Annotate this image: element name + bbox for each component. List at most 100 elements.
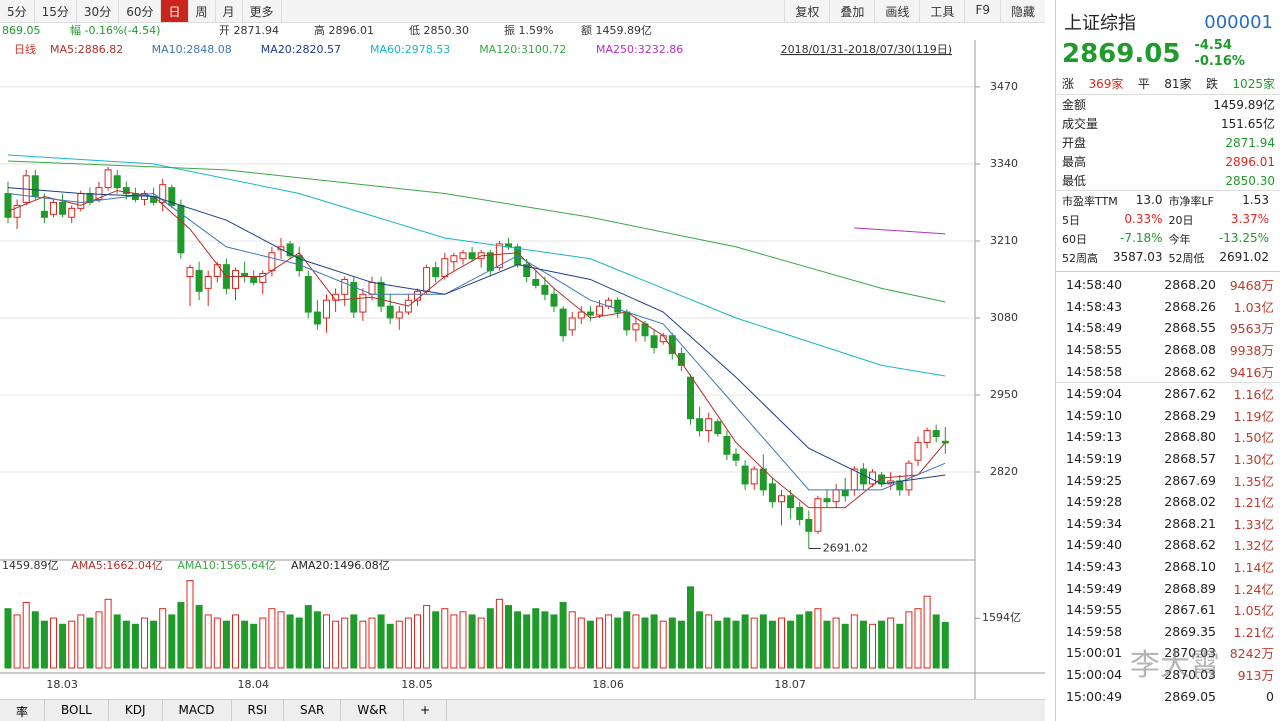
candle-body	[204, 276, 212, 289]
tool-button[interactable]: F9	[964, 0, 1000, 22]
candle-body	[814, 498, 822, 532]
trade-cell: 1.24亿	[1233, 581, 1274, 597]
volume-bar	[423, 605, 431, 669]
candle-body	[304, 276, 312, 313]
breadth-item: 跌	[1205, 76, 1218, 91]
volume-bar	[477, 617, 485, 669]
trade-cell: 2867.61	[1164, 602, 1216, 618]
label: 市净率LF	[1168, 194, 1214, 208]
volume-bar	[805, 611, 813, 669]
tool-button[interactable]: 复权	[784, 0, 829, 22]
candle-body	[732, 453, 740, 461]
period-button[interactable]: 5分	[0, 0, 35, 22]
candle-body	[268, 252, 276, 272]
candle-body	[705, 418, 713, 432]
trade-cell: 9563万	[1229, 321, 1274, 337]
tab[interactable]: RSI	[232, 700, 284, 721]
trade-row: 14:59:55 2867.61 1.05亿	[1056, 599, 1280, 621]
tab[interactable]: W&R	[341, 700, 404, 721]
candle-body	[778, 495, 785, 503]
cell: 5日 0.33%	[1062, 212, 1169, 228]
volume-bar	[823, 620, 831, 669]
trade-list: 14:58:40 2868.20 9468万 14:58:43 2868.26 1.03亿…	[1056, 271, 1280, 707]
volume-bar	[195, 605, 203, 669]
trade-row: 14:59:25 2867.69 1.35亿	[1056, 469, 1280, 491]
candle-body	[213, 264, 221, 278]
period-button[interactable]: 更多	[243, 0, 282, 22]
trade-cell: 2869.35	[1164, 623, 1216, 639]
volume-bar	[350, 614, 358, 669]
tools: 复权 叠加 画线 工具 F9 隐藏	[784, 0, 1045, 22]
trade-cell: 1.50亿	[1233, 430, 1274, 446]
candle-body	[796, 507, 804, 520]
period-button[interactable]: 30分	[77, 0, 120, 22]
candle-body	[395, 311, 403, 319]
volume-bar	[759, 614, 767, 669]
info-item: 幅 -0.16%(-4.54)	[70, 24, 160, 37]
volume-bar	[86, 617, 94, 669]
y-tick-label: 3340	[990, 157, 1018, 170]
watermark: 李大霄	[1130, 648, 1220, 683]
trade-cell: 913万	[1237, 667, 1274, 683]
candle-body	[741, 465, 749, 485]
period-button[interactable]: 月	[216, 0, 243, 22]
volume-bar	[623, 611, 631, 669]
volume-legend: AMA5:1662.04亿	[71, 559, 163, 572]
tool-button[interactable]: 画线	[874, 0, 919, 22]
quote-panel: 上证综指 000001 2869.05 -4.54 -0.16% 涨 369家平 81家跌 10…	[1055, 0, 1280, 721]
candle-body	[541, 284, 549, 295]
volume-bar	[850, 614, 858, 669]
volume-bar	[31, 611, 39, 669]
volume-bar	[596, 617, 603, 669]
volume-bar	[878, 620, 886, 669]
cell: 20日 3.37%	[1169, 212, 1276, 228]
value: -7.18%	[1120, 230, 1163, 245]
tab[interactable]: BOLL	[45, 700, 109, 721]
candle-body	[232, 270, 239, 289]
candle-body	[95, 187, 103, 200]
candle-body	[368, 281, 376, 295]
trade-cell: 9468万	[1229, 278, 1274, 294]
quote-pair: 市盈率TTM 13.0 市净率LF 1.53	[1056, 190, 1280, 210]
volume-bar	[505, 605, 512, 669]
candle-body	[823, 498, 831, 503]
volume-bar	[122, 620, 130, 669]
trade-cell: 2868.29	[1164, 407, 1216, 423]
trade-row: 14:59:34 2868.21 1.33亿	[1056, 513, 1280, 535]
volume-bar	[323, 614, 330, 669]
trade-row: 14:58:43 2868.26 1.03亿	[1056, 296, 1280, 318]
x-tick-label: 18.06	[592, 678, 624, 691]
trade-cell: 2870.03	[1164, 645, 1216, 661]
quote-pair: 60日 -7.18% 今年 -13.25%	[1056, 229, 1280, 248]
tab[interactable]: 率	[0, 700, 46, 721]
period-button[interactable]: 60分	[119, 0, 162, 22]
volume-bar	[222, 620, 230, 669]
volume-bar	[159, 608, 167, 669]
quote-row: 最低 2850.30	[1056, 171, 1280, 190]
tool-button[interactable]: 叠加	[829, 0, 874, 22]
trade-cell: 14:59:10	[1066, 407, 1123, 423]
tab[interactable]: +	[404, 700, 448, 721]
candle-body	[932, 430, 940, 437]
candle-body	[768, 483, 776, 503]
cell: 52周低 2691.02	[1169, 250, 1276, 266]
tab[interactable]: MACD	[163, 700, 232, 721]
period-button[interactable]: 周	[189, 0, 216, 22]
candle-body	[668, 335, 676, 355]
tool-button[interactable]: 隐藏	[999, 0, 1045, 22]
quote-pair: 52周高 3587.03 52周低 2691.02	[1056, 248, 1280, 267]
ma-line	[7, 187, 946, 485]
period-button[interactable]: 15分	[35, 0, 77, 22]
candle-body	[650, 335, 658, 349]
volume-bar	[77, 614, 85, 669]
tool-button[interactable]: 工具	[919, 0, 964, 22]
trade-cell: 2867.62	[1164, 386, 1216, 402]
volume-bar	[295, 617, 303, 669]
volume-bar	[286, 614, 294, 669]
tab[interactable]: KDJ	[109, 700, 163, 721]
volume-bar	[741, 614, 749, 669]
period-button[interactable]: 日	[161, 0, 189, 22]
trade-row: 14:59:43 2868.10 1.14亿	[1056, 556, 1280, 578]
trade-row: 14:59:49 2868.89 1.24亿	[1056, 577, 1280, 599]
tab[interactable]: SAR	[284, 700, 342, 721]
